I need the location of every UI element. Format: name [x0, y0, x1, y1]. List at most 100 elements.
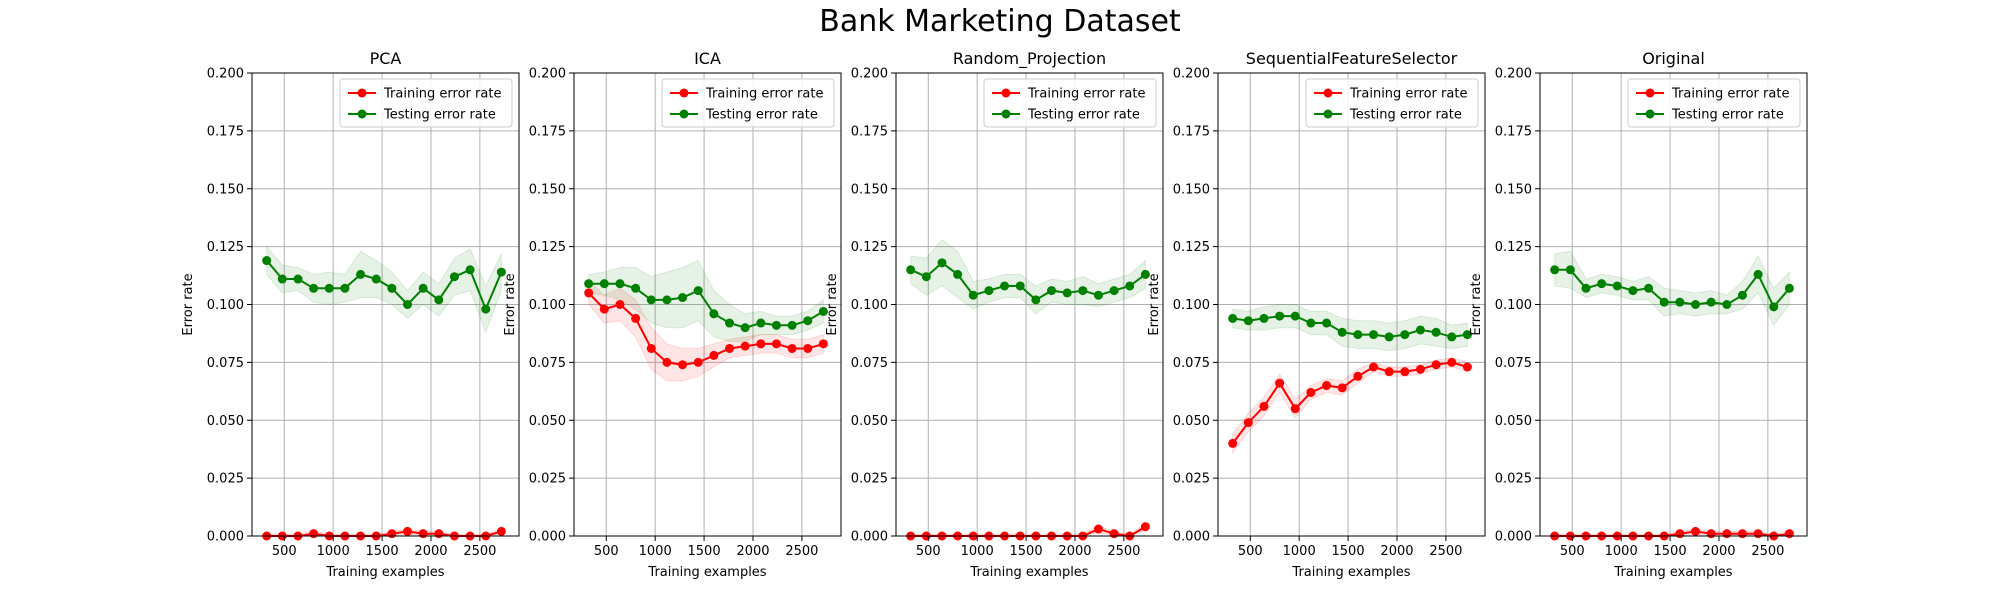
training-error-point [1275, 378, 1285, 388]
x-tick-label: 1000 [1283, 544, 1316, 559]
testing-error-point [465, 265, 475, 275]
legend-testing-label: Testing error rate [1349, 108, 1462, 123]
training-error-point [1243, 418, 1253, 428]
testing-error-point [1753, 269, 1763, 279]
training-error-point [1400, 367, 1410, 377]
y-axis-label: Error rate [181, 273, 196, 335]
training-error-point [496, 526, 506, 536]
y-tick-label: 0.075 [1173, 356, 1210, 371]
testing-error-point [1415, 325, 1425, 335]
testing-error-point [921, 272, 931, 282]
y-tick-label: 0.100 [1173, 298, 1210, 313]
legend-training-label: Training error rate [1349, 87, 1467, 102]
legend-box [1305, 78, 1479, 128]
testing-error-point [1109, 286, 1119, 296]
testing-error-point [1581, 283, 1591, 293]
x-axis-label: Training examples [1291, 565, 1410, 580]
y-tick-label: 0.175 [207, 124, 244, 139]
testing-error-point [403, 300, 413, 309]
y-tick-label: 0.050 [529, 414, 566, 429]
y-tick-label: 0.175 [1495, 124, 1532, 139]
x-tick-label: 2000 [736, 544, 769, 559]
legend: Training error rate Testing error rate [661, 78, 835, 128]
training-error-point [693, 357, 703, 367]
testing-error-point [434, 295, 444, 305]
subplot-title: ICA [694, 49, 721, 68]
x-tick-label: 2500 [785, 544, 818, 559]
training-error-point [1737, 529, 1747, 539]
testing-error-point [615, 279, 625, 289]
x-axis-label: Training examples [1613, 565, 1732, 580]
testing-error-point [693, 286, 703, 296]
testing-error-line [1232, 315, 1468, 338]
testing-error-point [937, 258, 947, 268]
training-error-point [1462, 362, 1472, 372]
x-tick-label: 500 [594, 544, 619, 559]
testing-error-point [1612, 281, 1622, 291]
training-error-line [587, 292, 824, 366]
testing-error-point [740, 323, 750, 333]
training-error-point [387, 529, 397, 539]
testing-error-point [818, 306, 828, 316]
testing-error-point [1228, 313, 1238, 323]
testing-error-point [496, 267, 506, 277]
training-error-point [1447, 357, 1457, 367]
testing-error-point [1243, 316, 1253, 326]
legend-training-marker [1323, 88, 1333, 98]
legend-training-marker [679, 88, 689, 98]
legend-testing-marker [357, 109, 367, 119]
testing-error-point [418, 283, 428, 293]
training-error-point [1722, 529, 1732, 539]
legend-training-marker [357, 88, 367, 98]
testing-error-point [709, 309, 719, 319]
legend-testing-marker [679, 109, 689, 119]
y-tick-label: 0.125 [207, 240, 244, 255]
x-axis-label: Training examples [325, 565, 444, 580]
training-error-point [1691, 526, 1701, 536]
training-error-point [403, 526, 413, 536]
y-axis-label: Error rate [825, 273, 840, 335]
testing-error-point [787, 320, 797, 330]
testing-error-line [588, 282, 824, 329]
y-tick-label: 0.050 [1495, 414, 1532, 429]
y-tick-label: 0.150 [207, 182, 244, 197]
training-error-point [1415, 364, 1425, 374]
testing-error-line [265, 259, 503, 312]
y-tick-label: 0.075 [851, 356, 888, 371]
y-tick-label: 0.100 [207, 298, 244, 313]
y-tick-label: 0.100 [851, 298, 888, 313]
y-tick-label: 0.200 [1495, 67, 1532, 82]
y-tick-label: 0.125 [1495, 240, 1532, 255]
testing-error-band [910, 239, 1146, 315]
x-tick-label: 500 [272, 544, 297, 559]
x-tick-label: 2000 [414, 544, 447, 559]
y-tick-label: 0.125 [851, 240, 888, 255]
testing-error-point [1784, 283, 1794, 293]
x-tick-label: 1500 [1010, 544, 1043, 559]
y-tick-label: 0.150 [529, 182, 566, 197]
subplot-title: Random_Projection [953, 49, 1106, 69]
testing-error-line [1554, 268, 1791, 309]
y-tick-label: 0.075 [529, 356, 566, 371]
y-axis-label: Error rate [503, 273, 518, 335]
testing-error-point [1275, 311, 1285, 321]
training-error-band [1232, 357, 1468, 455]
subplot-random-projection: 500 1000 1500 2000 2500 0.000 0.025 0.050 0.075 0… [825, 49, 1164, 580]
training-error-point [418, 529, 428, 539]
training-error-point [1353, 371, 1363, 381]
testing-error-point [309, 283, 319, 293]
x-tick-label: 1000 [961, 544, 994, 559]
y-tick-label: 0.025 [1173, 472, 1210, 487]
testing-error-point [356, 269, 366, 279]
x-tick-label: 2500 [1107, 544, 1140, 559]
x-tick-label: 500 [916, 544, 941, 559]
x-tick-label: 2500 [1429, 544, 1462, 559]
legend-testing-label: Testing error rate [383, 108, 496, 123]
training-error-point [1431, 360, 1441, 370]
training-error-point [309, 529, 319, 539]
testing-error-point [984, 286, 994, 296]
testing-error-point [1659, 297, 1669, 307]
y-tick-label: 0.075 [1495, 356, 1532, 371]
